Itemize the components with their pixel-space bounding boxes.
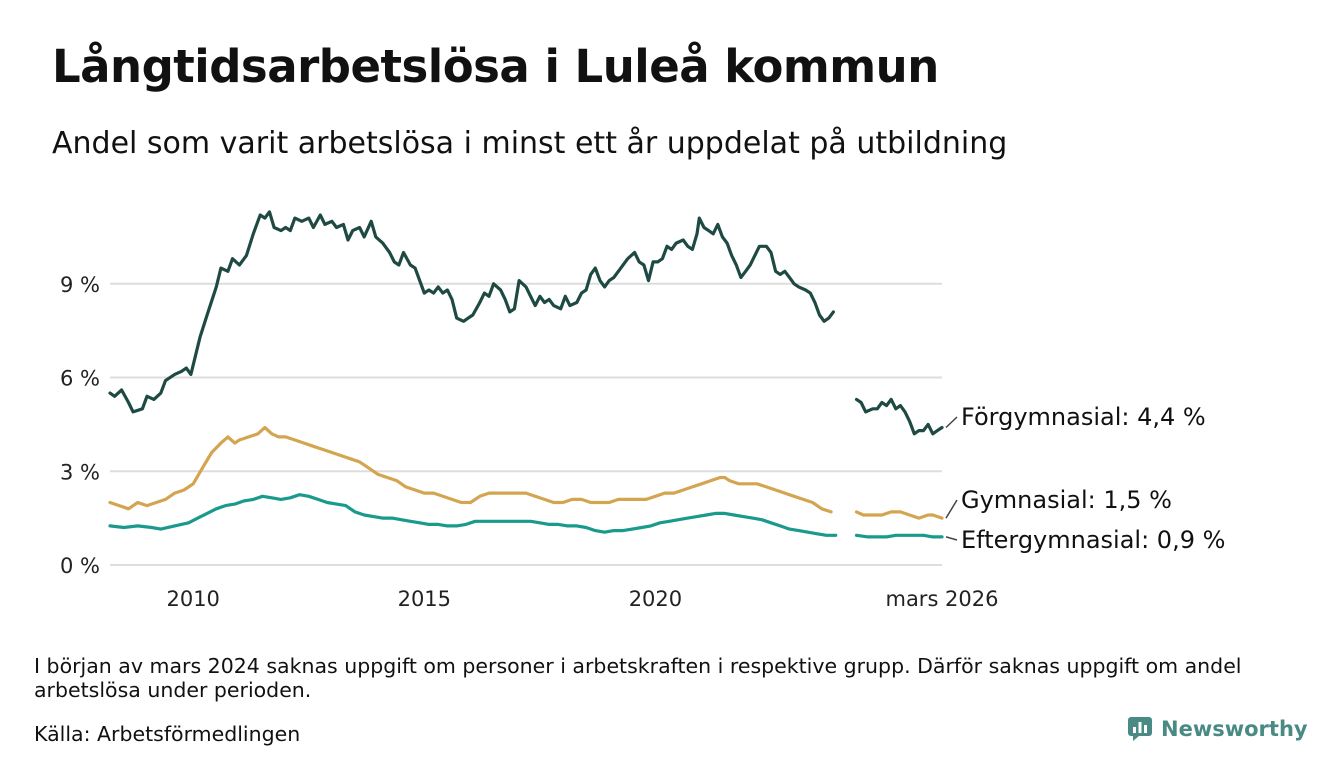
newsworthy-logo[interactable]: Newsworthy <box>1127 716 1308 742</box>
chart-title: Långtidsarbetslösa i Luleå kommun <box>52 40 939 93</box>
y-tick-label: 6 % <box>60 367 100 391</box>
y-tick-label: 3 % <box>60 460 100 484</box>
x-tick-label: 2020 <box>629 587 682 611</box>
label-connector <box>945 499 958 519</box>
y-axis-ticks: 0 % 3 % 6 % 9 % <box>60 273 100 578</box>
series-line-förgymnasial <box>854 397 944 436</box>
x-tick-label: 2010 <box>166 587 219 611</box>
label-connector <box>945 536 958 541</box>
series-line-eftergymnasial <box>108 493 838 537</box>
x-tick-label: 2015 <box>398 587 451 611</box>
series-line-förgymnasial <box>108 210 835 414</box>
series-lines <box>108 210 944 539</box>
x-tick-label: mars 2026 <box>885 587 998 611</box>
newsworthy-logo-text: Newsworthy <box>1161 717 1308 741</box>
y-tick-label: 0 % <box>60 554 100 578</box>
footnote: I början av mars 2024 saknas uppgift om … <box>34 654 1242 702</box>
series-line-gymnasial <box>854 510 944 520</box>
y-tick-label: 9 % <box>60 273 100 297</box>
series-end-label: Eftergymnasial: 0,9 % <box>961 526 1225 554</box>
series-end-label: Gymnasial: 1,5 % <box>961 486 1172 514</box>
line-chart: 0 % 3 % 6 % 9 % 2010 2015 2020 mars 2026 Förgy… <box>60 210 1225 611</box>
series-line-gymnasial <box>108 425 833 514</box>
newsworthy-logo-icon <box>1128 717 1152 741</box>
source-label: Källa: Arbetsförmedlingen <box>34 722 301 746</box>
x-axis-ticks: 2010 2015 2020 mars 2026 <box>166 587 998 611</box>
series-line-eftergymnasial <box>854 533 944 539</box>
gridlines <box>110 282 942 566</box>
label-connector <box>945 416 958 429</box>
series-end-labels: Förgymnasial: 4,4 % Gymnasial: 1,5 % Efter… <box>945 403 1225 554</box>
chart-subtitle: Andel som varit arbetslösa i minst ett å… <box>52 126 1008 161</box>
series-end-label: Förgymnasial: 4,4 % <box>961 403 1206 431</box>
